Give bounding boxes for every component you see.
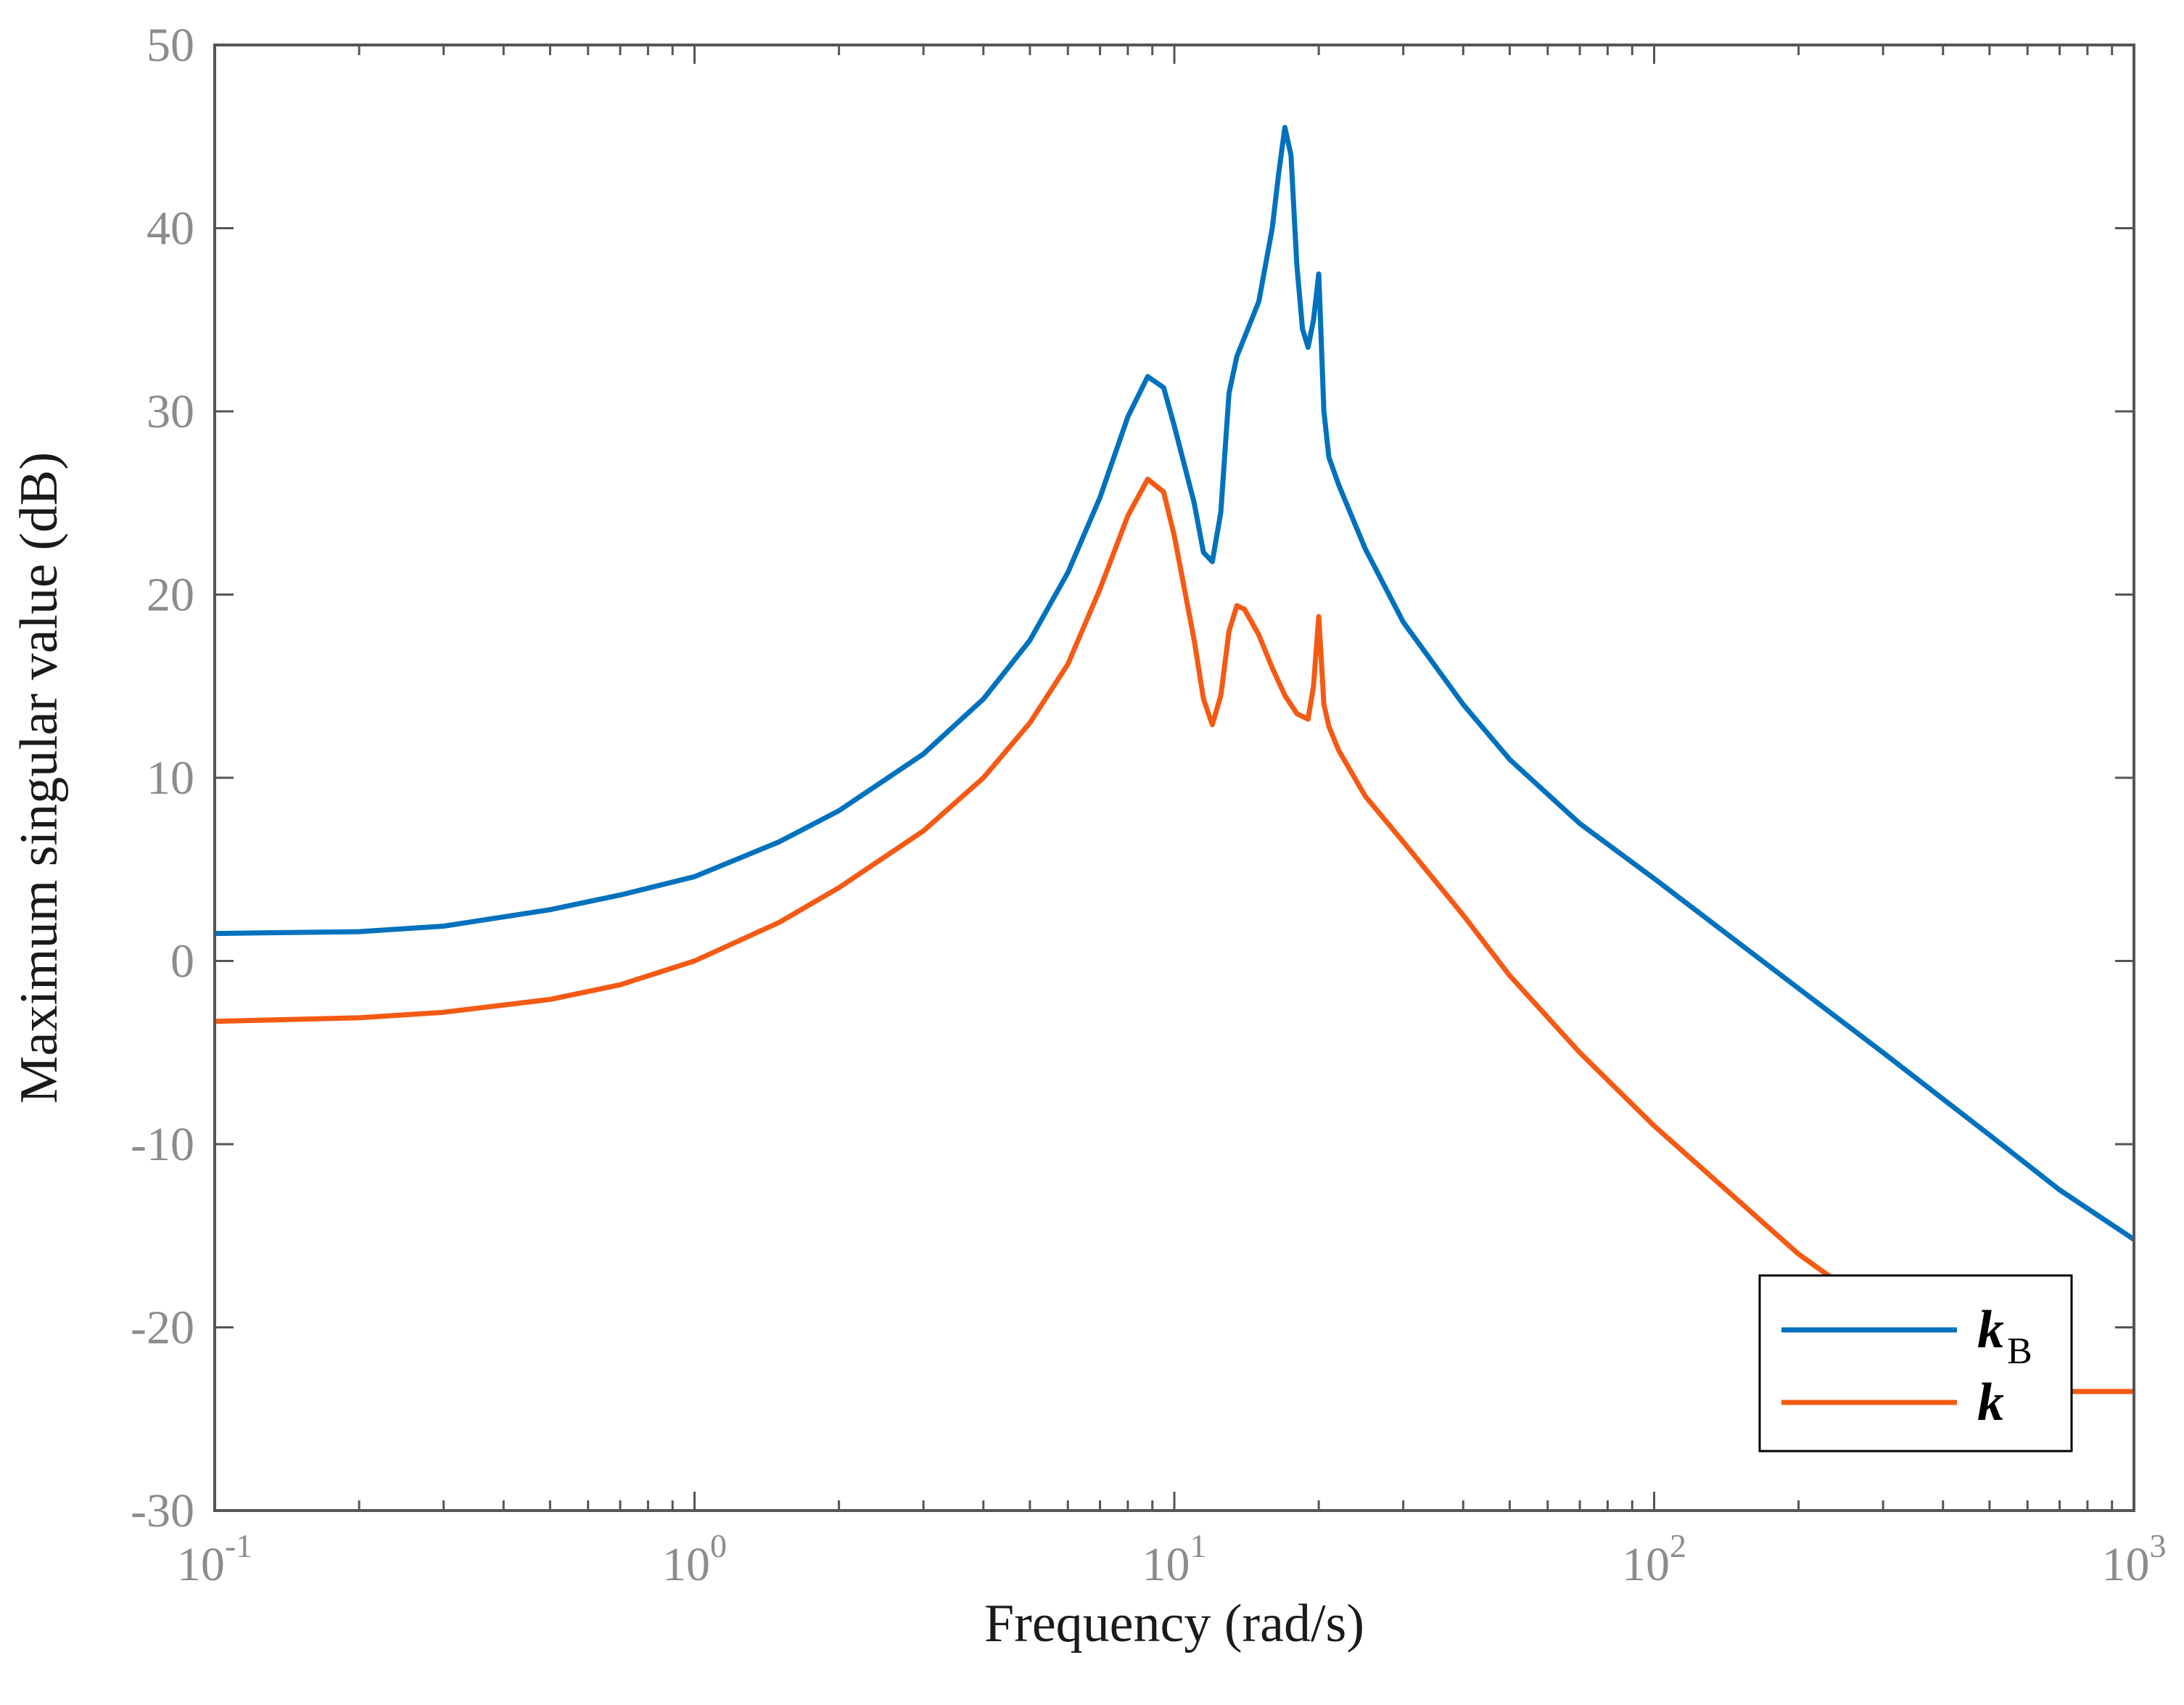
x-tick-label-base: 10: [177, 1538, 225, 1591]
legend-label-k-main: k: [1977, 1373, 2004, 1432]
y-tick-label: 20: [147, 569, 194, 622]
x-tick-label-exponent: 3: [2150, 1527, 2167, 1564]
x-tick-label: 101: [1142, 1527, 1207, 1591]
x-tick-label-base: 10: [1622, 1538, 1670, 1591]
series-line-kB: [215, 125, 2134, 1242]
x-tick-label-exponent: -1: [225, 1527, 252, 1564]
legend-label-kB-main: k: [1977, 1300, 2004, 1360]
y-axis-title: Maximum singular value (dB): [9, 452, 69, 1104]
series-line-k: [215, 476, 2134, 1394]
x-tick-label-base: 10: [2102, 1538, 2150, 1591]
series-layer: [215, 125, 2134, 1394]
y-tick-label: 0: [170, 935, 194, 988]
legend-box: [1758, 1274, 2073, 1453]
x-tick-label-exponent: 2: [1670, 1527, 1686, 1564]
x-tick-label-base: 10: [662, 1538, 710, 1591]
legend-label-kB: kB: [1977, 1300, 2032, 1372]
x-axis-title: Frequency (rad/s): [984, 1594, 1364, 1653]
x-tick-label: 100: [662, 1527, 727, 1591]
x-tick-label: 10-1: [177, 1527, 252, 1591]
x-tick-label-base: 10: [1142, 1538, 1190, 1591]
legend-label-k: k: [1977, 1373, 2004, 1432]
y-tick-label: -20: [131, 1302, 194, 1355]
y-tick-label: 30: [147, 385, 194, 438]
legend: kB k: [1758, 1274, 2073, 1453]
x-tick-label-exponent: 1: [1190, 1527, 1207, 1564]
x-tick-label: 102: [1622, 1527, 1686, 1591]
y-tick-label: -10: [131, 1118, 194, 1171]
plot-area-frame: [213, 44, 2135, 1512]
y-tick-label: -30: [131, 1484, 194, 1537]
legend-label-kB-sub: B: [2007, 1331, 2032, 1372]
y-tick-label: 40: [147, 202, 194, 255]
y-tick-label: 10: [147, 752, 194, 805]
y-tick-label: 50: [147, 19, 194, 72]
x-tick-label-exponent: 0: [710, 1527, 727, 1564]
x-tick-label: 103: [2102, 1527, 2167, 1591]
